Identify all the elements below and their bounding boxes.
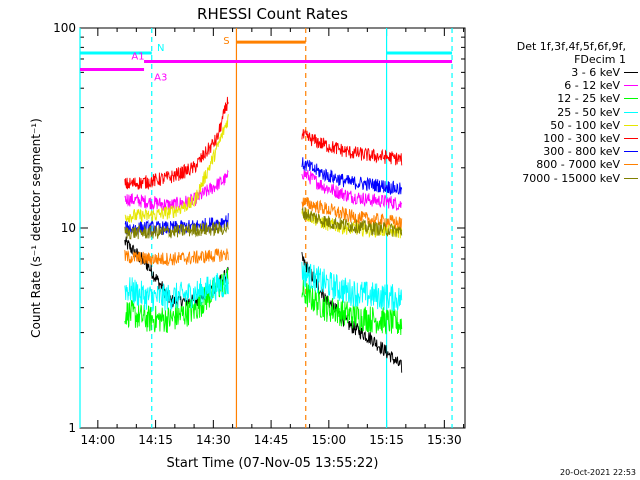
legend-swatch [624, 111, 638, 113]
series-line-6 [301, 157, 403, 196]
series-line-5 [124, 96, 229, 191]
annotation-label: N [157, 43, 164, 54]
legend-label: 50 - 100 keV [550, 118, 620, 132]
legend-swatch [624, 164, 638, 166]
legend-entry: 7000 - 15000 keV [470, 172, 638, 185]
legend-label: 25 - 50 keV [557, 105, 620, 119]
annotation-label: A3 [154, 73, 167, 84]
legend-entry: 50 - 100 keV [470, 119, 638, 132]
legend-label: 3 - 6 keV [571, 66, 620, 80]
legend-header-line-2: FDecim 1 [574, 53, 626, 66]
chart-title: RHESSI Count Rates [197, 5, 348, 23]
series-line-4 [124, 114, 229, 223]
series-line-8 [301, 207, 403, 237]
annotation-label: A1 [131, 51, 144, 62]
series-line-1 [301, 169, 403, 211]
legend-label: 6 - 12 keV [564, 79, 620, 93]
legend-label: 300 - 800 keV [543, 145, 620, 159]
x-tick-label: 15:15 [369, 433, 404, 447]
annotation-label: S [223, 36, 229, 47]
series-line-2 [124, 267, 229, 333]
legend-swatch [624, 151, 638, 153]
y-axis-label: Count Rate (s⁻¹ detector segment⁻¹) [29, 118, 43, 338]
legend-entry: 300 - 800 keV [470, 145, 638, 158]
x-axis-label: Start Time (07-Nov-05 13:55:22) [167, 456, 379, 471]
series-line-2 [301, 279, 403, 336]
legend-entry: 12 - 25 keV [470, 92, 638, 105]
legend-label: 800 - 7000 keV [536, 158, 620, 172]
legend-label: 7000 - 15000 keV [522, 171, 620, 185]
legend-swatch [624, 85, 638, 87]
legend-label: 12 - 25 keV [557, 92, 620, 106]
legend-swatch [624, 177, 638, 179]
legend: Det 1f,3f,4f,5f,6f,9f, FDecim 1 3 - 6 ke… [470, 40, 638, 185]
x-tick-label: 14:15 [138, 433, 173, 447]
legend-entry: 800 - 7000 keV [470, 158, 638, 171]
legend-swatch [624, 138, 638, 140]
legend-header-line-1: Det 1f,3f,4f,5f,6f,9f, [516, 40, 626, 53]
series-line-3 [124, 272, 229, 311]
legend-swatch [624, 98, 638, 100]
series-line-3 [301, 261, 403, 312]
series-line-8 [124, 221, 229, 240]
x-tick-label: 14:30 [196, 433, 231, 447]
timestamp-footer: 20-Oct-2021 22:53 [560, 468, 636, 477]
legend-swatch [624, 72, 638, 74]
legend-entry: 100 - 300 keV [470, 132, 638, 145]
series-line-7 [124, 248, 229, 266]
series-line-5 [301, 128, 403, 166]
y-tick-label: 10 [61, 221, 76, 235]
y-tick-label: 100 [53, 21, 76, 35]
x-tick-label: 14:45 [254, 433, 289, 447]
x-tick-label: 15:30 [427, 433, 462, 447]
legend-entry: 3 - 6 keV [470, 66, 638, 79]
x-tick-label: 15:00 [312, 433, 347, 447]
legend-entry: 6 - 12 keV [470, 79, 638, 92]
y-tick-label: 1 [68, 421, 76, 435]
legend-swatch [624, 124, 638, 126]
x-tick-label: 14:00 [81, 433, 116, 447]
legend-entry: 25 - 50 keV [470, 106, 638, 119]
series-line-1 [124, 169, 229, 211]
legend-label: 100 - 300 keV [543, 132, 620, 146]
